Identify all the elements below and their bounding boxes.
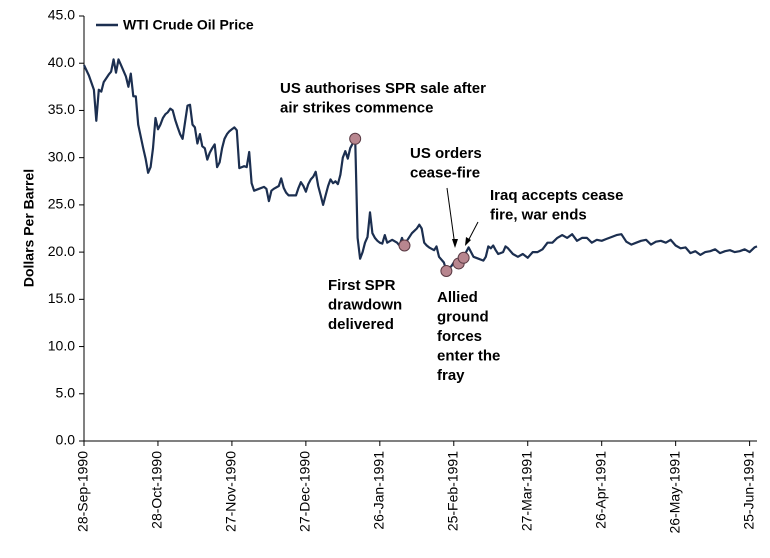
y-tick-label: 15.0 [48,290,75,306]
x-tick-label: 27-Mar-1991 [518,451,534,531]
arrow [446,187,456,247]
x-tick-label: 28-Oct-1990 [149,451,165,529]
y-tick-label: 30.0 [48,148,75,164]
event-label: Iraq accepts cease [490,187,623,204]
event-marker [398,239,411,252]
arrowhead [452,239,458,248]
y-tick-label: 35.0 [48,101,75,117]
event-label: US authorises SPR sale after [280,80,486,97]
y-tick-label: 0.0 [56,432,76,448]
event-label: air strikes commence [280,99,433,116]
price-line [83,58,758,273]
x-tick-label: 27-Nov-1990 [223,451,239,532]
x-tick-label: 28-Sep-1990 [75,451,91,532]
event-label: drawdown [328,296,402,313]
y-tick-label: 5.0 [56,384,76,400]
event-label: enter the [437,347,500,364]
y-tick-label: 25.0 [48,196,75,212]
x-tick-label: 26-Jan-1991 [371,451,387,530]
event-label: forces [437,328,482,345]
y-tick-label: 20.0 [48,243,75,259]
event-label: cease-fire [410,164,480,181]
event-label: ground [437,308,489,325]
x-tick-label: 27-Dec-1990 [297,451,313,532]
x-tick-label: 25-Feb-1991 [444,451,460,531]
event-marker [457,251,470,264]
x-tick-label: 26-May-1991 [666,451,682,534]
y-tick-label: 45.0 [48,7,75,23]
y-tick-label: 10.0 [48,337,75,353]
event-label: fire, war ends [490,206,587,223]
arrowhead [465,237,471,246]
event-marker [349,132,362,145]
x-tick-label: 26-Apr-1991 [592,451,608,529]
y-tick-label: 40.0 [48,54,75,70]
x-tick-label: 25-Jun-1991 [740,451,756,530]
event-marker [440,265,453,277]
y-axis-label: Dollars Per Barrel [21,169,37,287]
event-label: First SPR [328,277,396,294]
event-label: US orders [410,145,482,162]
event-label: fray [437,367,465,384]
event-label: Allied [437,289,478,306]
event-label: delivered [328,316,394,333]
legend-label: WTI Crude Oil Price [123,17,254,33]
